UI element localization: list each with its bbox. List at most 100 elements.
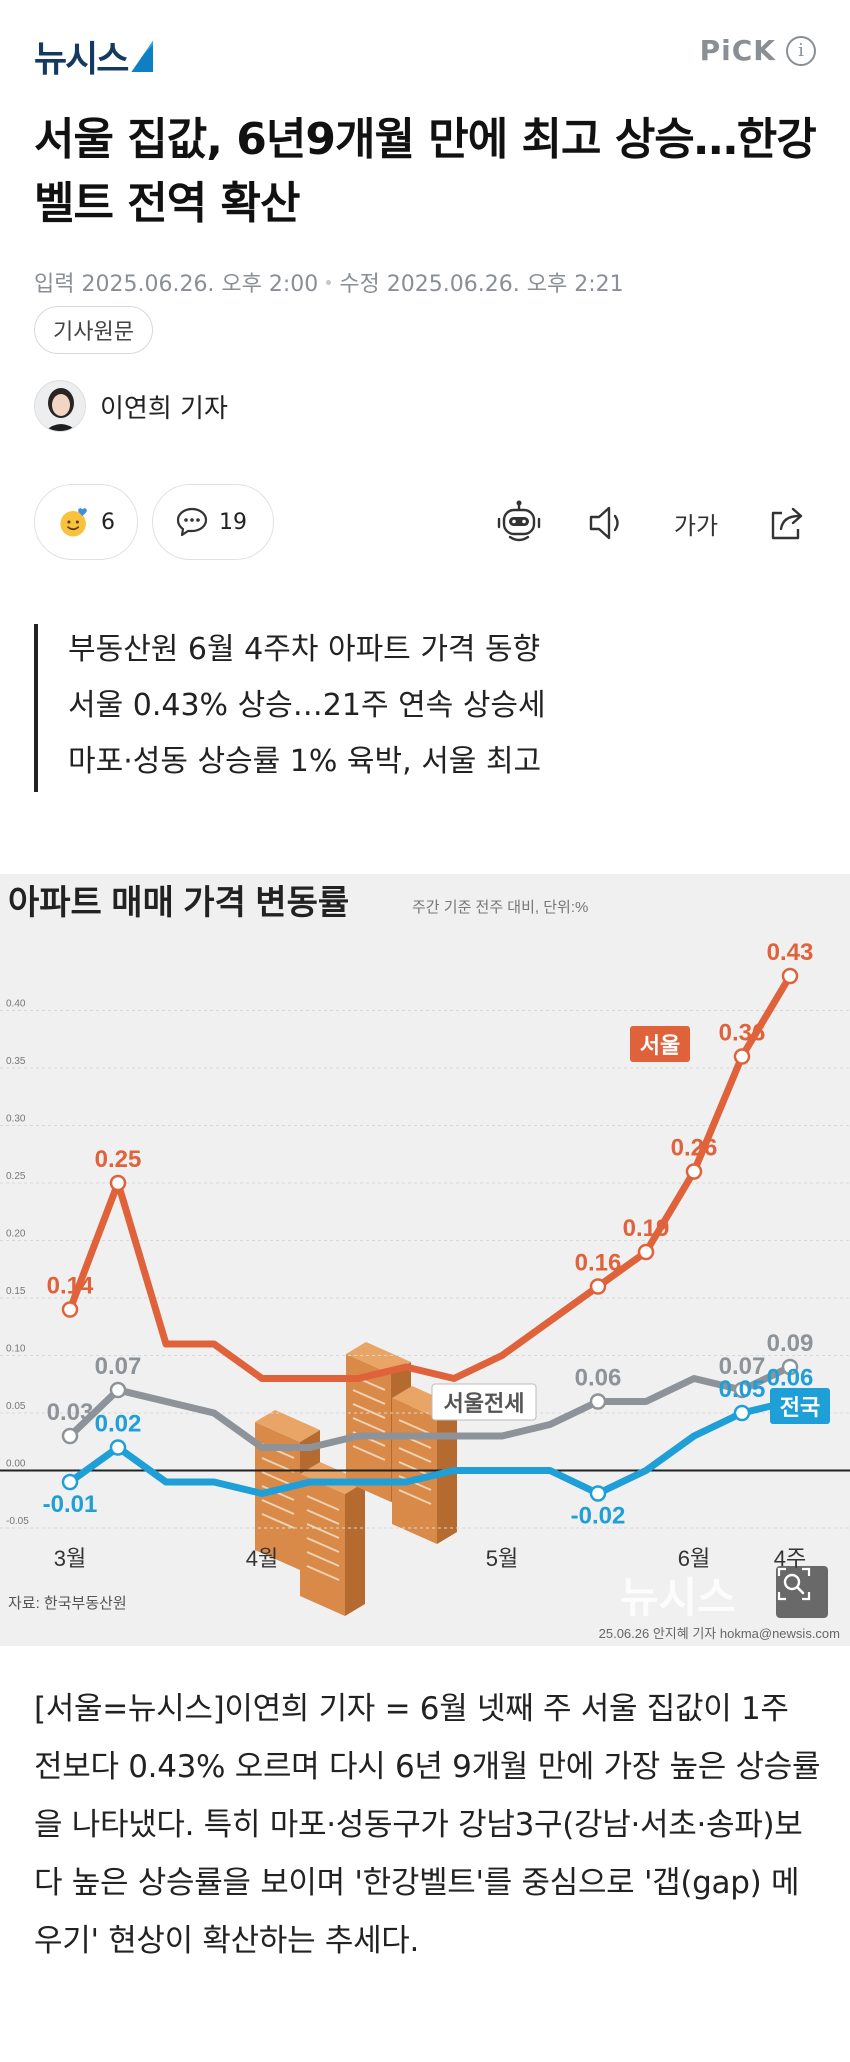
y-tick-label: 0.00 xyxy=(6,1459,26,1470)
data-label: 0.07 xyxy=(95,1353,142,1380)
tts-button[interactable] xyxy=(494,498,544,548)
data-label: -0.01 xyxy=(43,1491,98,1518)
data-label: 0.06 xyxy=(575,1365,622,1392)
y-tick-label: -0.05 xyxy=(6,1516,29,1527)
newsis-logo[interactable]: 뉴시스 xyxy=(34,30,154,82)
font-size-label: 가가 xyxy=(673,511,719,540)
data-label: 0.09 xyxy=(767,1330,814,1357)
data-point xyxy=(109,1381,127,1399)
pick-label: PiCK xyxy=(699,34,776,67)
x-tick-label: 4월 xyxy=(246,1546,278,1571)
data-label: 0.26 xyxy=(671,1135,718,1162)
data-label: 0.43 xyxy=(767,939,814,966)
meta-separator xyxy=(326,279,332,285)
article-chart-image[interactable]: 아파트 매매 가격 변동률 주간 기준 전주 대비, 단위:% xyxy=(0,874,850,1646)
series-name-label: 서울 xyxy=(640,1033,680,1058)
data-label: 0.14 xyxy=(47,1273,94,1300)
reaction-button[interactable]: 6 xyxy=(34,484,138,560)
summary-line: 마포·성동 상승률 1% 육박, 서울 최고 xyxy=(68,744,542,779)
data-label: 0.16 xyxy=(575,1250,622,1277)
series-line-서울 xyxy=(66,974,794,1382)
y-tick-label: 0.15 xyxy=(6,1286,26,1297)
data-label: 0.06 xyxy=(767,1365,814,1392)
article-summary: 부동산원 6월 4주차 아파트 가격 동향 서울 0.43% 상승…21주 연속… xyxy=(34,624,824,792)
y-tick-label: 0.20 xyxy=(6,1229,26,1240)
x-tick-label: 6월 xyxy=(678,1546,710,1571)
zoom-button[interactable] xyxy=(776,1566,828,1618)
data-label: 0.03 xyxy=(47,1399,94,1426)
share-icon xyxy=(771,507,803,540)
data-label: 0.05 xyxy=(719,1376,766,1403)
data-point xyxy=(685,1163,703,1180)
data-point xyxy=(733,1048,751,1065)
series-badge xyxy=(770,1388,830,1424)
y-tick-label: 0.05 xyxy=(6,1401,26,1412)
data-point xyxy=(109,1439,127,1456)
info-icon[interactable]: i xyxy=(786,35,816,66)
comment-count: 19 xyxy=(219,509,247,535)
data-point xyxy=(61,1427,79,1445)
chart-credit: 25.06.26 안지혜 기자 hokma@newsis.com xyxy=(599,1626,840,1641)
comment-button[interactable]: 19 xyxy=(152,484,274,560)
logo-text: 뉴시스 xyxy=(34,39,129,80)
data-label: 0.19 xyxy=(623,1215,670,1242)
top-bar: 뉴시스 PiCK i xyxy=(0,0,850,100)
data-point xyxy=(61,1301,79,1318)
modified-time: 수정 2025.06.26. 오후 2:21 xyxy=(339,272,624,297)
data-point xyxy=(589,1278,607,1295)
data-point xyxy=(589,1393,607,1410)
y-tick-label: 0.25 xyxy=(6,1171,26,1182)
reporter-avatar-icon xyxy=(35,381,85,431)
smiley-heart-icon xyxy=(60,508,87,537)
x-tick-label: 3월 xyxy=(54,1546,86,1571)
y-tick-label: 0.40 xyxy=(6,999,26,1010)
chart-title: 아파트 매매 가격 변동률 xyxy=(8,884,349,922)
speech-bubble-icon xyxy=(176,507,208,537)
data-label: -0.02 xyxy=(571,1503,626,1530)
series-line-전국 xyxy=(67,1398,791,1497)
article-meta: 입력 2025.06.26. 오후 2:00 수정 2025.06.26. 오후… xyxy=(34,266,624,298)
reporter-info[interactable]: 이연희 기자 xyxy=(34,380,228,432)
data-label: 0.02 xyxy=(95,1411,142,1438)
data-point xyxy=(589,1485,607,1502)
series-badge xyxy=(630,1026,690,1062)
original-article-button[interactable]: 기사원문 xyxy=(34,306,153,354)
data-point xyxy=(733,1381,751,1399)
logo-mark-icon xyxy=(131,40,154,72)
series-line-서울전세 xyxy=(67,1363,792,1451)
published-time: 입력 2025.06.26. 오후 2:00 xyxy=(34,272,319,297)
price-change-chart: 아파트 매매 가격 변동률 주간 기준 전주 대비, 단위:% xyxy=(0,884,850,1641)
data-point xyxy=(781,1358,799,1376)
article-actions: 6 19 가가 xyxy=(34,484,816,560)
series-name-label: 서울전세 xyxy=(444,1391,525,1416)
reporter-name: 이연희 기자 xyxy=(100,393,228,424)
chart-watermark: 뉴시스 xyxy=(620,1574,736,1621)
magnifier-icon xyxy=(777,1567,811,1601)
reaction-count: 6 xyxy=(101,509,115,535)
series-badge xyxy=(431,1383,537,1421)
y-tick-label: 0.30 xyxy=(6,1114,26,1125)
reporter-avatar[interactable] xyxy=(34,380,86,432)
sound-button[interactable] xyxy=(582,498,632,548)
y-tick-label: 0.35 xyxy=(6,1056,26,1067)
series-name-label: 전국 xyxy=(780,1395,820,1420)
share-button[interactable] xyxy=(762,498,812,548)
summary-line: 서울 0.43% 상승…21주 연속 상승세 xyxy=(68,688,546,723)
summary-line: 부동산원 6월 4주차 아파트 가격 동향 xyxy=(68,632,541,667)
data-point xyxy=(733,1404,751,1422)
article-title: 서울 집값, 6년9개월 만에 최고 상승…한강벨트 전역 확산 xyxy=(34,114,817,229)
data-label: 0.25 xyxy=(95,1146,142,1173)
data-point xyxy=(781,967,799,985)
font-size-button[interactable]: 가가 xyxy=(666,498,726,548)
data-point xyxy=(109,1174,127,1192)
data-label: 0.07 xyxy=(719,1353,766,1380)
chart-subtitle: 주간 기준 전주 대비, 단위:% xyxy=(412,899,588,916)
data-label: 0.36 xyxy=(719,1020,766,1047)
x-tick-label: 5월 xyxy=(486,1546,518,1571)
y-tick-label: 0.10 xyxy=(6,1344,26,1355)
data-point xyxy=(61,1473,79,1491)
article-body: [서울=뉴시스]이연희 기자 = 6월 넷째 주 서울 집값이 1주 전보다 0… xyxy=(34,1691,821,1959)
pick-badge[interactable]: PiCK i xyxy=(700,34,816,67)
speaker-icon xyxy=(589,506,619,540)
chart-source: 자료: 한국부동산원 xyxy=(8,1595,127,1612)
